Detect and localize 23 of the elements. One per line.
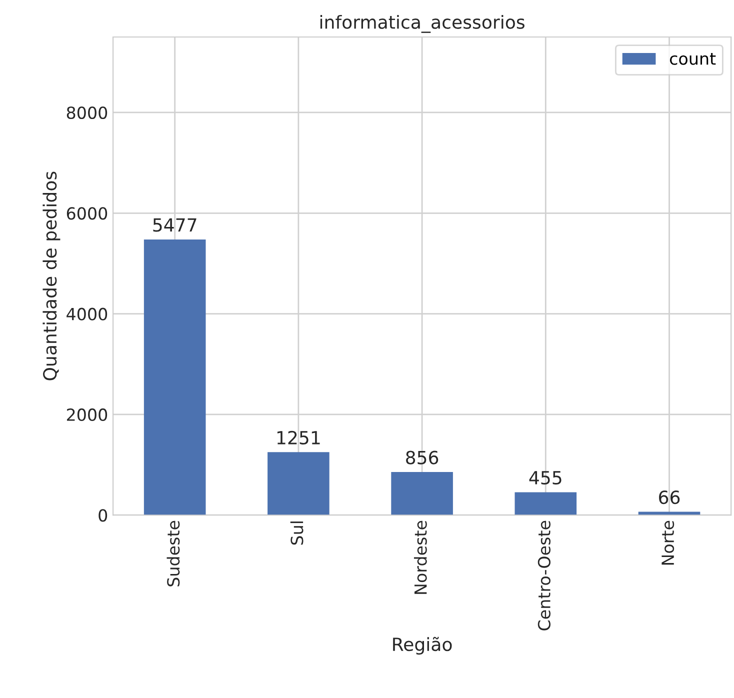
legend-label: count: [670, 52, 716, 65]
bar: [391, 472, 453, 516]
y-tick-label: 6000: [66, 207, 108, 220]
data-label: 1251: [277, 430, 320, 444]
data-label: 856: [406, 450, 438, 464]
chart-title: informatica_acessorios: [320, 14, 524, 33]
bar: [268, 452, 330, 516]
data-label: 66: [659, 490, 680, 504]
x-tick-label: Sul: [290, 522, 304, 545]
y-tick-label: 4000: [66, 308, 108, 320]
x-tick-label: Norte: [662, 520, 674, 565]
data-label: 455: [529, 471, 562, 485]
x-tick-label: Centro-Oeste: [538, 520, 550, 630]
y-axis-title: Quantidade de pedidos: [42, 172, 60, 380]
y-tick-label: 0: [98, 509, 108, 522]
y-tick-label: 2000: [66, 408, 108, 422]
data-label: 5477: [153, 218, 196, 232]
bar: [144, 239, 206, 516]
bar: [514, 492, 577, 516]
y-tick-label: 8000: [66, 106, 108, 120]
x-tick-label: Nordeste: [414, 520, 427, 594]
x-tick-label: Sudeste: [166, 520, 180, 586]
x-axis-title: Região: [393, 636, 452, 655]
